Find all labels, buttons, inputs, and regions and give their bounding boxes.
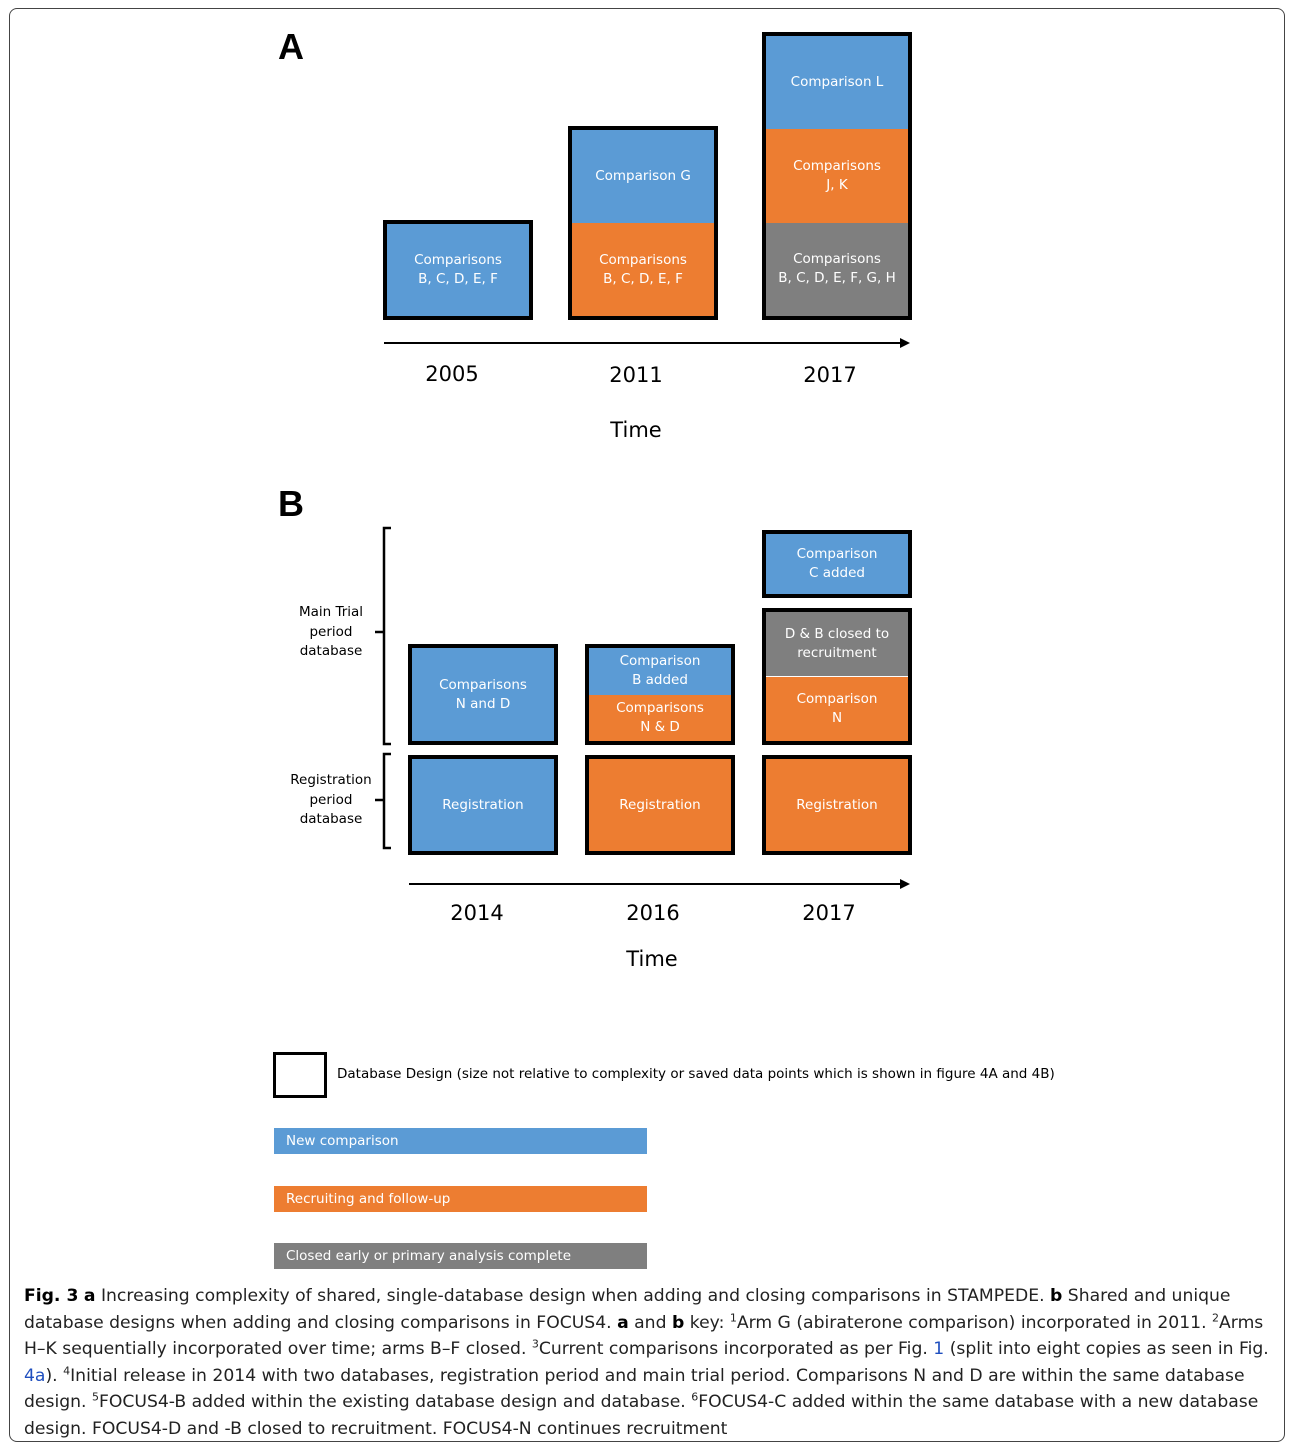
legend-recruiting: Recruiting and follow-up <box>274 1186 647 1212</box>
segment-d-b-closed: D & B closed to recruitment <box>766 612 908 676</box>
caption-text: FOCUS4-B added within the existing datab… <box>98 1392 692 1412</box>
segment-registration: Registration <box>589 759 731 851</box>
footnote-marker: 3 <box>531 1337 539 1351</box>
figure-frame <box>9 8 1285 1442</box>
caption-text: (split into eight copies as seen in Fig. <box>944 1339 1269 1359</box>
figure-caption: Fig. 3 a Increasing complexity of shared… <box>24 1283 1272 1442</box>
legend-new-comparison: New comparison <box>274 1128 647 1154</box>
caption-text: Initial release in 2014 with two databas… <box>24 1365 1245 1413</box>
footnote-marker: 1 <box>729 1310 737 1324</box>
year-label: 2016 <box>626 901 680 925</box>
caption-text: FOCUS4-C added within the same database … <box>24 1392 1259 1439</box>
segment-comparison-l: Comparison L <box>766 36 908 130</box>
year-label: 2017 <box>803 363 857 387</box>
caption-text: and <box>628 1312 672 1333</box>
legend-database-design-label: Database Design (size not relative to co… <box>337 1066 1055 1082</box>
main-box-2017: D & B closed to recruitment Comparison N <box>762 608 912 745</box>
segment-comparisons-n-d: Comparisons N and D <box>412 648 554 741</box>
year-label: 2011 <box>609 363 663 387</box>
main-box-2014: Comparisons N and D <box>408 644 558 745</box>
segment-comparison-g: Comparison G <box>572 130 714 223</box>
time-axis-label: Time <box>610 418 662 442</box>
panel-b-time-arrow <box>409 879 910 889</box>
segment-comparisons-j-k: Comparisons J, K <box>766 129 908 223</box>
caption-text: Increasing complexity of shared, single-… <box>95 1286 1051 1306</box>
year-label: 2017 <box>802 901 856 925</box>
main-trial-bracket-label: Main Trial period database <box>298 604 364 659</box>
panel-a-box-2005: Comparisons B, C, D, E, F <box>383 220 533 320</box>
caption-b: b <box>671 1312 685 1333</box>
caption-text: Shared and unique database designs when … <box>24 1286 1231 1333</box>
panel-a-letter: A <box>278 26 304 67</box>
segment-comparison-c-added: Comparison C added <box>766 534 908 594</box>
caption-a: a <box>83 1286 96 1306</box>
registration-box-2014: Registration <box>408 755 558 855</box>
caption-text: Arms H–K sequentially incorporated over … <box>24 1312 1264 1360</box>
year-label: 2005 <box>425 362 479 386</box>
caption-text: Current comparisons incorporated as per … <box>538 1339 934 1359</box>
footnote-marker: 6 <box>691 1390 699 1404</box>
legend-database-design-swatch <box>273 1052 327 1098</box>
legend-closed: Closed early or primary analysis complet… <box>274 1243 647 1269</box>
segment-registration: Registration <box>766 759 908 851</box>
segment-comparisons-n-d: Comparisons N & D <box>589 694 731 741</box>
registration-box-2016: Registration <box>585 755 735 855</box>
caption-text: Arm G (abiraterone comparison) incorpora… <box>736 1312 1213 1333</box>
segment-comparisons-b-f: Comparisons B, C, D, E, F <box>387 224 529 316</box>
panel-a-box-2011: Comparison G Comparisons B, C, D, E, F <box>568 126 718 320</box>
figure-link[interactable]: 4a <box>24 1365 46 1386</box>
year-label: 2014 <box>450 901 504 925</box>
caption-text: key: <box>684 1312 730 1333</box>
caption-a: a <box>617 1312 629 1333</box>
figure-link[interactable]: 1 <box>933 1339 945 1359</box>
segment-comparisons-b-f: Comparisons B, C, D, E, F <box>572 223 714 316</box>
segment-comparisons-b-h: Comparisons B, C, D, E, F, G, H <box>766 222 908 316</box>
panel-b-letter: B <box>278 483 304 524</box>
caption-text: ). <box>45 1365 64 1386</box>
registration-box-2017: Registration <box>762 755 912 855</box>
time-axis-label: Time <box>626 947 678 971</box>
segment-comparison-n: Comparison N <box>766 676 908 741</box>
footnote-marker: 4 <box>63 1363 71 1377</box>
segment-registration: Registration <box>412 759 554 851</box>
panel-a-time-arrow <box>384 338 910 348</box>
segment-comparison-b-added: Comparison B added <box>589 648 731 695</box>
footnote-marker: 5 <box>91 1390 99 1404</box>
added-box-2017: Comparison C added <box>762 530 912 598</box>
brackets <box>375 526 391 850</box>
main-box-2016: Comparison B added Comparisons N & D <box>585 644 735 745</box>
caption-b: b <box>1050 1286 1063 1306</box>
registration-bracket-label: Registration period database <box>290 772 372 827</box>
caption-fig-label: Fig. 3 <box>24 1286 79 1306</box>
panel-a-box-2017: Comparison L Comparisons J, K Comparison… <box>762 32 912 320</box>
footnote-marker: 2 <box>1212 1310 1220 1324</box>
